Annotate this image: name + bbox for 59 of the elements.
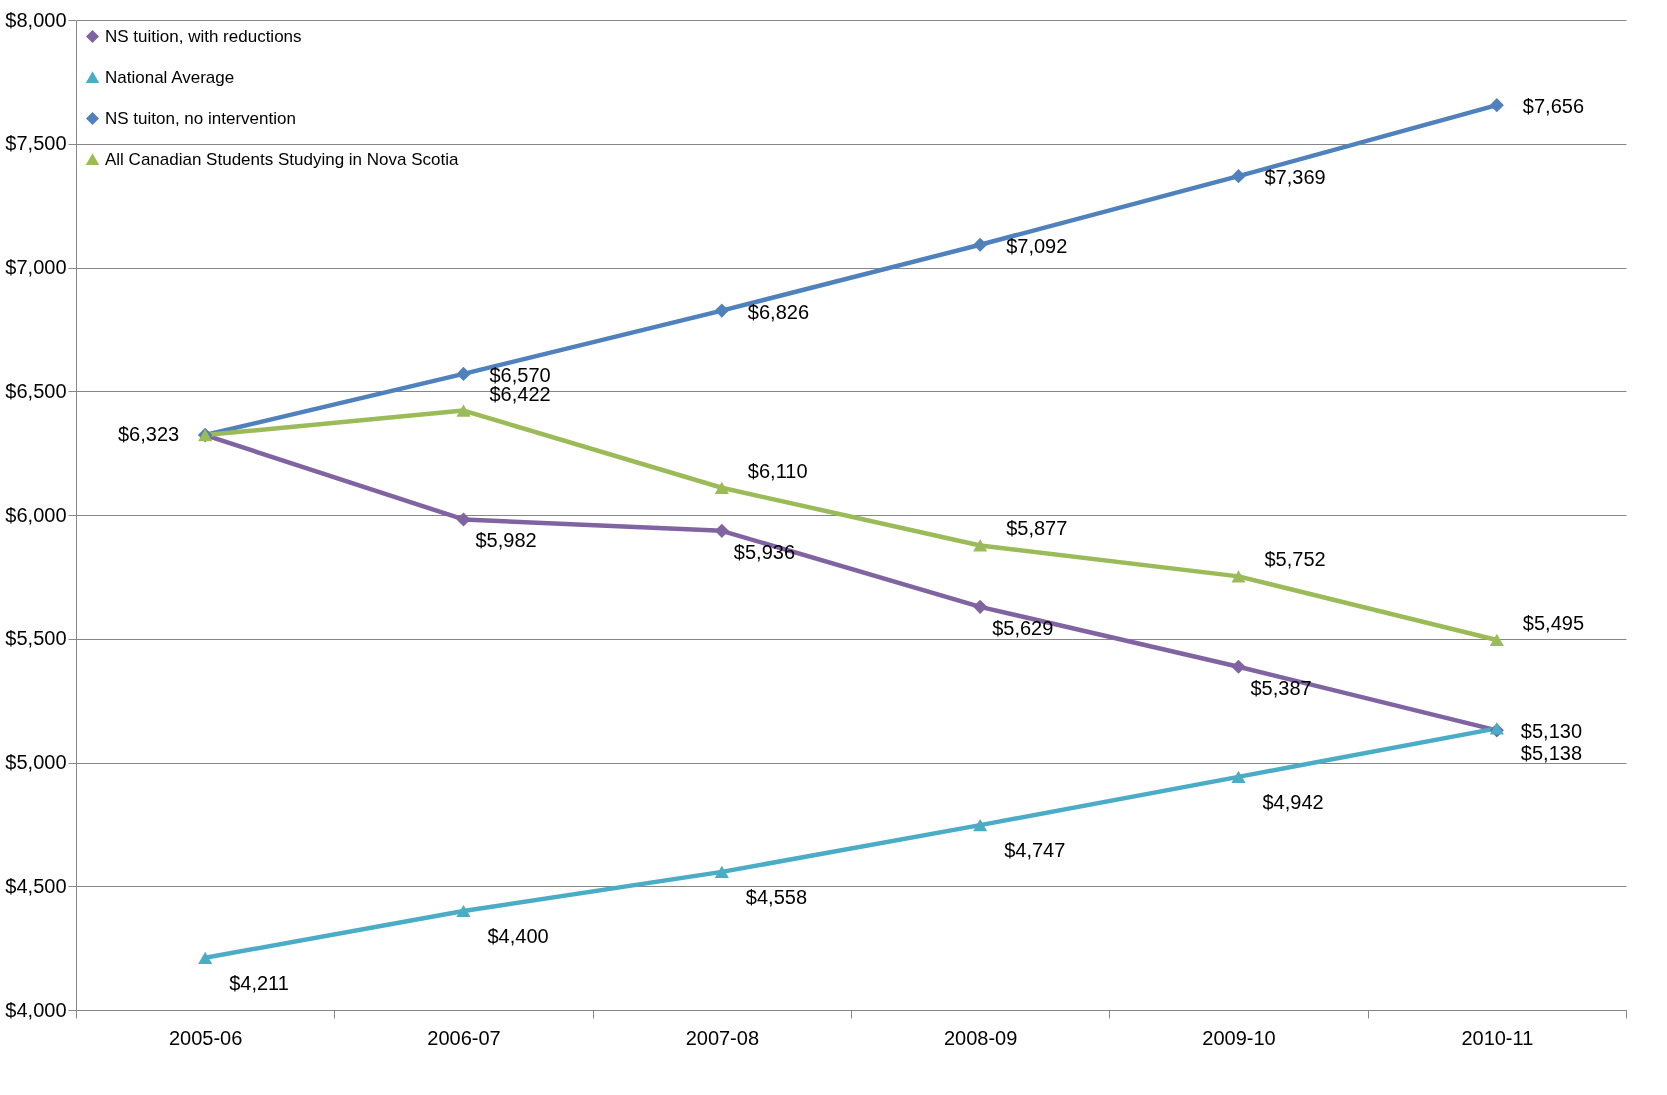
legend-label: NS tuiton, no intervention [105, 108, 296, 128]
point [1231, 659, 1246, 674]
point [1231, 770, 1246, 783]
y-tick-label: $7,500 [5, 132, 67, 155]
data-label: $4,558 [745, 885, 808, 908]
data-label: $5,130 [1520, 720, 1583, 743]
y-tick-label: $8,000 [5, 8, 67, 31]
y-tick-label: $6,500 [5, 379, 67, 402]
point [456, 366, 471, 381]
x-tick-label: 2005-06 [168, 1026, 243, 1049]
point [714, 523, 729, 538]
point [973, 539, 988, 552]
point [1231, 169, 1246, 184]
legend-label: All Canadian Students Studying in Nova Scotia [105, 149, 459, 169]
x-tick-label: 2008-09 [943, 1026, 1018, 1049]
y-tick-label: $7,000 [5, 256, 67, 278]
point [1489, 98, 1504, 113]
point [973, 237, 988, 252]
data-label: $5,877 [1006, 517, 1068, 540]
point [714, 865, 729, 879]
point [973, 818, 988, 832]
y-tick-label: $6,000 [5, 503, 67, 526]
y-tick-label: $5,000 [5, 751, 67, 773]
y-tick-label: $4,000 [5, 998, 67, 1021]
data-label: $5,138 [1520, 742, 1583, 765]
data-label: $5,936 [733, 540, 796, 563]
point [1231, 570, 1246, 583]
data-label: $5,982 [475, 529, 537, 552]
data-label: $5,387 [1250, 676, 1312, 699]
point [714, 303, 729, 318]
data-label: $6,110 [747, 459, 808, 482]
data-label: $6,323 [117, 423, 180, 446]
data-label: $6,826 [747, 300, 810, 323]
data-label: $4,400 [487, 925, 549, 947]
data-label: $5,629 [992, 616, 1054, 639]
x-tick-label: 2009-10 [1202, 1026, 1276, 1049]
point [714, 481, 729, 494]
point [1489, 633, 1504, 647]
point [456, 404, 471, 417]
data-label: $4,942 [1262, 790, 1324, 813]
data-label: $5,495 [1522, 611, 1585, 634]
point [973, 599, 988, 614]
legend-label: National Average [105, 67, 235, 87]
y-tick-label: $4,500 [5, 874, 67, 897]
point [456, 904, 471, 918]
legend-label: NS tuition, with reductions [105, 26, 302, 46]
data-label: $7,369 [1264, 166, 1326, 189]
data-label: $5,752 [1264, 548, 1326, 571]
data-label: $7,092 [1006, 234, 1068, 257]
data-label: $6,570 [489, 363, 551, 386]
x-tick-label: 2010-11 [1461, 1026, 1534, 1049]
data-label: $7,656 [1522, 95, 1585, 118]
y-tick-label: $5,500 [5, 627, 67, 650]
x-tick-label: 2007-08 [685, 1026, 760, 1049]
x-tick-label: 2006-07 [427, 1026, 501, 1049]
data-label: $4,747 [1004, 839, 1066, 862]
point [456, 512, 471, 527]
data-label: $4,211 [229, 971, 289, 994]
point [198, 951, 213, 964]
